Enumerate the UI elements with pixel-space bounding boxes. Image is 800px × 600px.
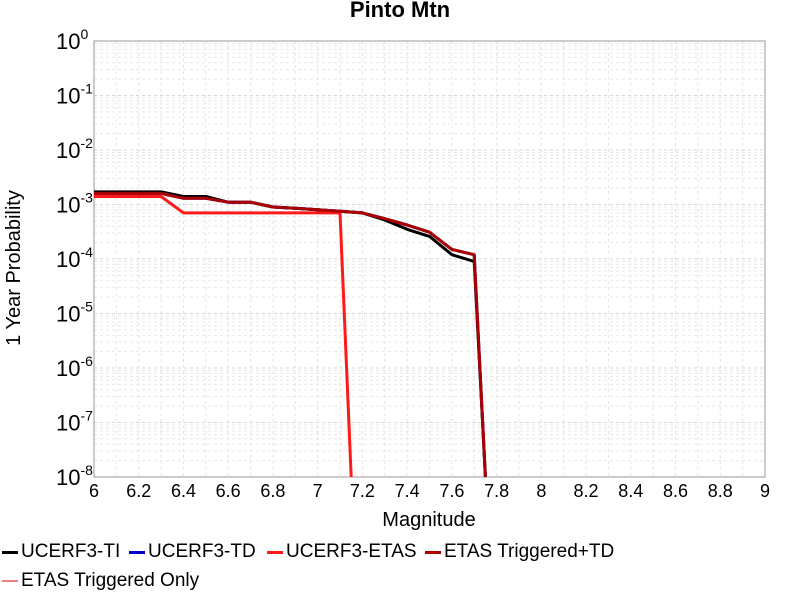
legend-item: ETAS Triggered Only xyxy=(2,567,199,595)
legend-item: UCERF3-TD xyxy=(129,538,256,566)
chart: 6 6.2 6.4 6.6 6.8 7 7.2 7.4 7.6 7.8 8 8.2 8.4 8.6 8.8 9… xyxy=(3,0,770,531)
legend: UCERF3-TI UCERF3-TD UCERF3-ETAS ETAS Trigge… xyxy=(0,536,800,600)
series-line xyxy=(94,195,353,478)
x-tick-label: 6.8 xyxy=(260,481,285,501)
y-tick-labels: 100 10-1 10-2 10-3 10-4 10-5 10-6 10-7 10-8 xyxy=(56,26,93,490)
legend-label: ETAS Triggered+TD xyxy=(444,541,615,562)
legend-swatch xyxy=(2,550,18,554)
x-tick-label: 6.4 xyxy=(171,481,196,501)
legend-swatch xyxy=(267,550,283,554)
x-tick-label: 7 xyxy=(313,481,323,501)
chart-title: Pinto Mtn xyxy=(350,0,450,22)
y-tick-label: 10-8 xyxy=(56,462,93,490)
legend-label: ETAS Triggered Only xyxy=(21,570,200,591)
legend-label: UCERF3-TD xyxy=(148,541,256,562)
legend-swatch xyxy=(2,580,18,582)
x-tick-label: 8 xyxy=(536,481,546,501)
y-tick-label: 10-5 xyxy=(56,299,93,327)
plot-frame xyxy=(93,40,766,478)
legend-swatch xyxy=(425,550,441,554)
y-tick-label: 100 xyxy=(56,26,88,54)
y-tick-label: 10-6 xyxy=(56,353,93,381)
y-tick-label: 10-2 xyxy=(56,135,93,163)
x-tick-labels: 6 6.2 6.4 6.6 6.8 7 7.2 7.4 7.6 7.8 8 8.2 8.4 8.6 8.8 9 xyxy=(89,481,770,501)
series-line xyxy=(94,191,487,478)
grid xyxy=(93,41,766,478)
x-tick-label: 7.2 xyxy=(350,481,375,501)
legend-item: ETAS Triggered+TD xyxy=(425,538,614,566)
x-tick-label: 8.4 xyxy=(618,481,643,501)
y-tick-label: 10-3 xyxy=(56,190,93,218)
y-axis-label: 1 Year Probability xyxy=(3,190,25,346)
legend-item: UCERF3-TI xyxy=(2,538,120,566)
y-tick-label: 10-1 xyxy=(56,81,93,109)
x-tick-label: 6.2 xyxy=(126,481,151,501)
x-tick-label: 8.8 xyxy=(708,481,733,501)
x-tick-label: 9 xyxy=(760,481,770,501)
legend-swatch xyxy=(129,550,145,554)
series-lines xyxy=(94,190,487,478)
x-axis-label: Magnitude xyxy=(382,509,475,531)
y-tick-label: 10-4 xyxy=(56,244,93,272)
x-tick-label: 7.6 xyxy=(439,481,464,501)
legend-item: UCERF3-ETAS xyxy=(267,538,417,566)
y-tick-label: 10-7 xyxy=(56,408,93,436)
x-tick-label: 6 xyxy=(89,481,99,501)
legend-label: UCERF3-TI xyxy=(21,541,121,562)
legend-label: UCERF3-ETAS xyxy=(286,541,417,562)
x-tick-label: 7.4 xyxy=(395,481,420,501)
x-tick-label: 8.6 xyxy=(663,481,688,501)
x-tick-label: 7.8 xyxy=(484,481,509,501)
x-tick-label: 8.2 xyxy=(574,481,599,501)
x-tick-label: 6.6 xyxy=(216,481,241,501)
